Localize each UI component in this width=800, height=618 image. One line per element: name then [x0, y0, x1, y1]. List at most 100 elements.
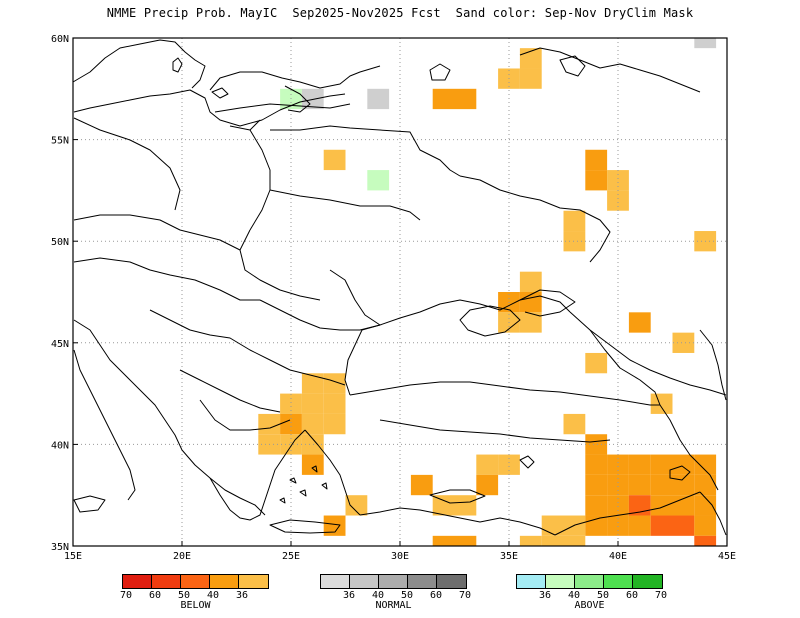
legend-swatch: [379, 575, 408, 588]
legend-normal-ticks: 36 40 50 60 70: [320, 589, 471, 601]
probability-cell: [454, 88, 477, 110]
probability-cell: [607, 190, 629, 211]
aegean-islands: [279, 465, 328, 504]
probability-cell: [280, 434, 302, 455]
probability-cell: [585, 352, 608, 374]
probability-cell: [563, 413, 586, 435]
legend-tick-label: 70: [119, 590, 133, 601]
probability-cell: [280, 393, 302, 414]
probability-cell: [672, 454, 695, 475]
ladoga-lake: [429, 63, 451, 81]
legend-above: 36 40 50 60 70 ABOVE: [516, 574, 667, 611]
greece-peninsula: [209, 429, 306, 521]
legend-tick-label: 60: [429, 590, 443, 601]
moldova-border: [329, 269, 381, 326]
legend-tick-label: 50: [177, 590, 191, 601]
turkey-border-east: [659, 404, 719, 491]
syria-border: [554, 491, 701, 536]
probability-cell: [410, 474, 433, 496]
legend-normal: 36 40 50 60 70 NORMAL: [320, 574, 471, 611]
lon-tick-label: 25E: [282, 551, 300, 562]
probability-cell: [454, 495, 477, 516]
probability-cell: [367, 170, 390, 191]
probability-cell: [563, 535, 586, 546]
baltic-coast: [73, 89, 346, 127]
probability-cell: [258, 413, 281, 435]
probability-cell: [432, 88, 455, 110]
probability-cell: [628, 454, 651, 475]
probability-cell: [672, 332, 695, 353]
iraq-border: [699, 491, 727, 536]
legend-normal-swatches: [320, 574, 467, 589]
latitude-axis: 35N 40N 45N 50N 55N 60N: [51, 34, 78, 553]
saaremaa-island: [211, 87, 229, 99]
legend-tick-label: 40: [567, 590, 581, 601]
map-title: NMME Precip Prob. MayIC Sep2025-Nov2025 …: [106, 6, 694, 20]
probability-cell: [432, 535, 455, 546]
border-poland-west: [73, 117, 181, 211]
probability-cell: [672, 495, 695, 516]
black-sea-west: [344, 324, 381, 396]
sicily-island: [73, 495, 106, 513]
probability-cell: [672, 474, 695, 496]
legend-swatch: [546, 575, 575, 588]
probability-cell: [694, 38, 717, 49]
probability-cell: [301, 373, 324, 394]
azov-sea: [519, 289, 576, 317]
lat-tick-label: 45N: [51, 339, 69, 350]
probability-cell: [301, 413, 324, 435]
border-poland-east: [249, 129, 271, 231]
legend-swatch: [604, 575, 633, 588]
crete-island: [269, 519, 341, 534]
probability-cell: [476, 474, 499, 496]
probability-cell: [367, 88, 390, 110]
adriatic-east: [73, 319, 183, 451]
legend-swatch: [633, 575, 662, 588]
legend-normal-label: NORMAL: [375, 600, 412, 611]
balkans-border-3: [199, 399, 291, 431]
gulf-finland: [214, 103, 351, 113]
lon-tick-label: 45E: [718, 551, 736, 562]
lon-tick-label: 30E: [391, 551, 409, 562]
legend-above-swatches: [516, 574, 663, 589]
scandinavia-coast: [72, 39, 206, 89]
black-sea-north: [379, 295, 571, 326]
probability-cell: [563, 210, 586, 232]
gulf-riga: [284, 85, 311, 113]
probability-cell: [323, 393, 346, 414]
probability-cell: [628, 312, 651, 333]
aegean-east: [304, 429, 361, 516]
legend-above-label: ABOVE: [574, 600, 605, 611]
probability-cell: [323, 149, 346, 171]
probability-cell: [432, 495, 455, 516]
border-russia-ukraine: [459, 175, 611, 263]
cyprus-island: [429, 489, 486, 504]
lat-tick-label: 55N: [51, 136, 69, 147]
legend-below-label: BELOW: [180, 600, 211, 611]
probability-cell: [585, 495, 608, 516]
legend-tick-label: 60: [148, 590, 162, 601]
border-lithuania: [229, 119, 261, 131]
legend-tick-label: 60: [625, 590, 639, 601]
probability-cell: [607, 170, 629, 191]
probability-cell: [650, 474, 673, 496]
probability-cell: [519, 312, 542, 333]
legend-swatch: [181, 575, 210, 588]
legend-below-ticks: 70 60 50 40 36: [119, 589, 269, 601]
probability-cell: [650, 495, 673, 516]
probability-cell: [694, 454, 717, 475]
border-belarus-ukraine: [269, 189, 421, 221]
white-sea-coast: [519, 47, 701, 93]
probability-cell: [563, 231, 586, 252]
legend-swatch: [321, 575, 350, 588]
lon-tick-label: 20E: [173, 551, 191, 562]
probability-cells: [258, 38, 717, 546]
probability-cell: [323, 373, 346, 394]
probability-cell: [650, 454, 673, 475]
probability-cell: [585, 170, 608, 191]
gotland-island: [172, 57, 183, 73]
lat-tick-label: 50N: [51, 237, 69, 248]
legend-swatch: [152, 575, 181, 588]
coastline-outlines: [72, 39, 727, 536]
